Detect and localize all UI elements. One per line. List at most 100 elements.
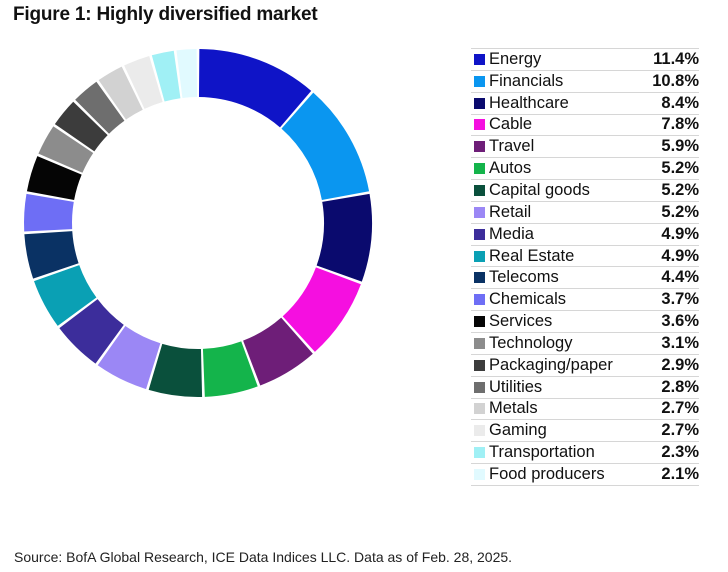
slice-media xyxy=(59,299,124,364)
legend-row: Transportation 2.3% xyxy=(471,441,699,465)
slice-transportation xyxy=(151,50,181,102)
slice-healthcare xyxy=(316,193,372,282)
legend-label: Travel xyxy=(489,135,639,159)
legend-row: Healthcare 8.4% xyxy=(471,92,699,115)
legend-value: 8.4% xyxy=(639,92,699,115)
legend-row: Retail 5.2% xyxy=(471,201,699,224)
legend-swatch xyxy=(474,381,485,393)
legend-row: Packaging/paper 2.9% xyxy=(471,354,699,377)
legend-label: Retail xyxy=(489,201,639,224)
legend-swatch xyxy=(474,337,485,349)
legend-row: Autos 5.2% xyxy=(471,157,699,181)
legend-value: 7.8% xyxy=(639,114,699,137)
slice-cable xyxy=(282,267,361,352)
slice-utilities xyxy=(75,81,125,134)
donut-slices xyxy=(23,49,372,397)
slice-gaming xyxy=(124,55,163,109)
legend-row: Travel 5.9% xyxy=(471,135,699,159)
legend-row: Utilities 2.8% xyxy=(471,376,699,399)
legend-value: 2.9% xyxy=(639,354,699,377)
legend-swatch xyxy=(474,425,485,437)
legend-label: Technology xyxy=(489,332,639,355)
legend-label: Food producers xyxy=(489,463,639,486)
legend-swatch xyxy=(474,163,485,175)
legend-value: 11.4% xyxy=(639,48,699,71)
legend-row: Energy 11.4% xyxy=(471,48,699,71)
legend-swatch xyxy=(474,316,485,328)
legend-value: 5.2% xyxy=(639,179,699,202)
legend-swatch xyxy=(474,141,485,153)
legend-value: 2.7% xyxy=(639,398,699,421)
legend-value: 2.1% xyxy=(639,463,699,486)
legend-swatch xyxy=(474,294,485,306)
legend-swatch xyxy=(474,53,485,65)
slice-retail xyxy=(97,325,161,390)
slice-energy xyxy=(198,49,312,128)
legend-swatch xyxy=(474,359,485,371)
legend-value: 5.2% xyxy=(639,201,699,224)
legend-row: Media 4.9% xyxy=(471,223,699,246)
legend-label: Autos xyxy=(489,157,639,181)
legend-row: Capital goods 5.2% xyxy=(471,179,699,202)
legend: Energy 11.4% Financials 10.8% Healthcare 8.4%… xyxy=(471,48,699,486)
legend-value: 4.9% xyxy=(639,245,699,268)
legend-label: Packaging/paper xyxy=(489,354,639,377)
legend-label: Cable xyxy=(489,114,639,137)
legend-swatch xyxy=(474,119,485,131)
slice-services xyxy=(26,156,82,200)
slice-financials xyxy=(281,92,370,200)
legend-row: Financials 10.8% xyxy=(471,70,699,93)
legend-swatch xyxy=(474,184,485,196)
legend-value: 5.2% xyxy=(639,157,699,181)
legend-value: 2.7% xyxy=(639,419,699,443)
legend-swatch xyxy=(474,97,485,109)
legend-value: 5.9% xyxy=(639,135,699,159)
legend-label: Transportation xyxy=(489,441,639,465)
legend-value: 4.9% xyxy=(639,223,699,246)
legend-value: 3.7% xyxy=(639,288,699,312)
legend-value: 10.8% xyxy=(639,70,699,93)
legend-row: Food producers 2.1% xyxy=(471,463,699,486)
slice-telecoms xyxy=(24,231,79,279)
slice-capital-goods xyxy=(148,343,203,397)
legend-row: Technology 3.1% xyxy=(471,332,699,355)
slice-chemicals xyxy=(23,193,74,232)
legend-label: Utilities xyxy=(489,376,639,399)
legend-label: Healthcare xyxy=(489,92,639,115)
legend-value: 2.8% xyxy=(639,376,699,399)
slice-real-estate xyxy=(34,265,97,326)
legend-swatch xyxy=(474,75,485,87)
legend-label: Metals xyxy=(489,398,639,421)
legend-swatch xyxy=(474,272,485,284)
legend-row: Gaming 2.7% xyxy=(471,419,699,443)
legend-value: 3.6% xyxy=(639,310,699,333)
legend-swatch xyxy=(474,447,485,459)
legend-swatch xyxy=(474,228,485,240)
legend-swatch xyxy=(474,206,485,218)
slice-travel xyxy=(243,317,313,386)
chart-title: Figure 1: Highly diversified market xyxy=(13,4,318,25)
legend-label: Services xyxy=(489,310,639,333)
legend-label: Financials xyxy=(489,70,639,93)
legend-row: Telecoms 4.4% xyxy=(471,266,699,290)
slice-metals xyxy=(98,66,143,120)
slice-food-producers xyxy=(176,49,198,98)
legend-swatch xyxy=(474,468,485,480)
slice-autos xyxy=(202,341,258,397)
legend-value: 2.3% xyxy=(639,441,699,465)
legend-label: Telecoms xyxy=(489,266,639,290)
legend-label: Energy xyxy=(489,48,639,71)
legend-label: Gaming xyxy=(489,419,639,443)
legend-row: Cable 7.8% xyxy=(471,114,699,137)
legend-swatch xyxy=(474,250,485,262)
legend-value: 4.4% xyxy=(639,266,699,290)
legend-value: 3.1% xyxy=(639,332,699,355)
legend-label: Capital goods xyxy=(489,179,639,202)
legend-label: Chemicals xyxy=(489,288,639,312)
legend-row: Services 3.6% xyxy=(471,310,699,333)
legend-row: Real Estate 4.9% xyxy=(471,245,699,268)
legend-row: Chemicals 3.7% xyxy=(471,288,699,312)
legend-swatch xyxy=(474,403,485,415)
legend-row: Metals 2.7% xyxy=(471,398,699,421)
